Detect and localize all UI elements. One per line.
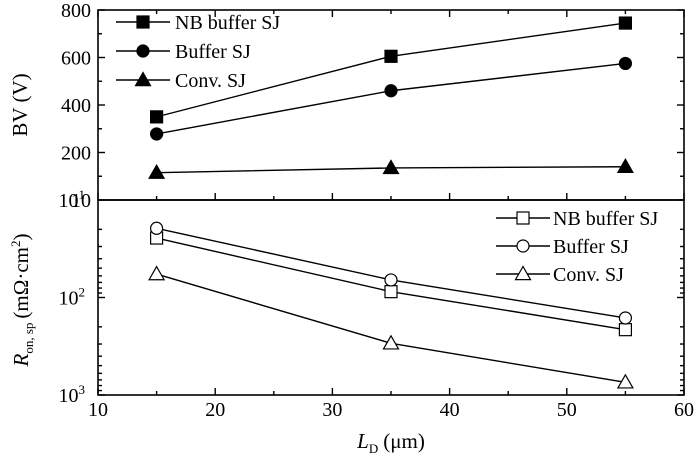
bottom-series-1-point — [618, 311, 633, 325]
top-legend-label: Buffer SJ — [175, 41, 251, 63]
bottom-legend-label: Conv. SJ — [553, 264, 624, 286]
bottom-series-0-point — [618, 323, 633, 337]
top-y-tick-label: 200 — [61, 143, 91, 165]
top-series-0-point — [384, 49, 398, 63]
x-tick-label: 60 — [674, 399, 694, 421]
top-y-tick-label: 600 — [61, 48, 91, 70]
top-legend-marker — [136, 15, 150, 29]
bottom-y-tick-label: 103 — [59, 382, 86, 407]
x-tick-label: 50 — [557, 399, 577, 421]
top-series-1-point — [150, 127, 164, 141]
top-series-2-point — [148, 163, 166, 179]
top-y-tick-label: 10 — [71, 190, 91, 212]
top-series-1-point — [618, 56, 633, 71]
bottom-legend-marker — [516, 211, 530, 225]
x-axis-title: LD (μm) — [356, 429, 425, 456]
x-tick-label: 40 — [440, 399, 460, 421]
bottom-series-2-point — [616, 373, 634, 389]
top-legend-label: Conv. SJ — [175, 70, 246, 92]
top-y-axis-title: BV (V) — [8, 73, 32, 136]
bottom-legend-label: Buffer SJ — [553, 236, 629, 258]
bottom-series-2-point — [148, 265, 166, 281]
top-series-2-point — [382, 159, 400, 175]
bottom-legend-marker — [516, 239, 530, 253]
x-tick-label: 30 — [322, 399, 342, 421]
bottom-legend-marker — [514, 265, 532, 281]
bottom-y-tick-label: 102 — [59, 285, 86, 310]
top-legend-label: NB buffer SJ — [175, 12, 280, 34]
bottom-y-axis-title: Ron, sp(mΩ·cm2) — [8, 234, 36, 368]
top-series-1-point — [384, 84, 398, 98]
top-series-0-point — [150, 110, 164, 124]
x-tick-label: 10 — [88, 399, 108, 421]
top-y-tick-label: 400 — [61, 95, 91, 117]
bottom-series-1-point — [150, 221, 164, 235]
bottom-y-tick-label: 101 — [59, 187, 86, 212]
x-tick-label: 20 — [205, 399, 225, 421]
top-series-2-point — [616, 158, 634, 173]
bottom-series-2-point — [382, 334, 400, 350]
bottom-legend-label: NB buffer SJ — [553, 208, 658, 230]
top-legend-marker — [134, 71, 152, 87]
top-series-0-point — [618, 16, 633, 30]
bottom-series-0-point — [384, 285, 398, 299]
top-y-tick-label: 800 — [61, 0, 91, 22]
bottom-series-1-point — [384, 273, 398, 287]
top-legend-marker — [136, 44, 150, 58]
